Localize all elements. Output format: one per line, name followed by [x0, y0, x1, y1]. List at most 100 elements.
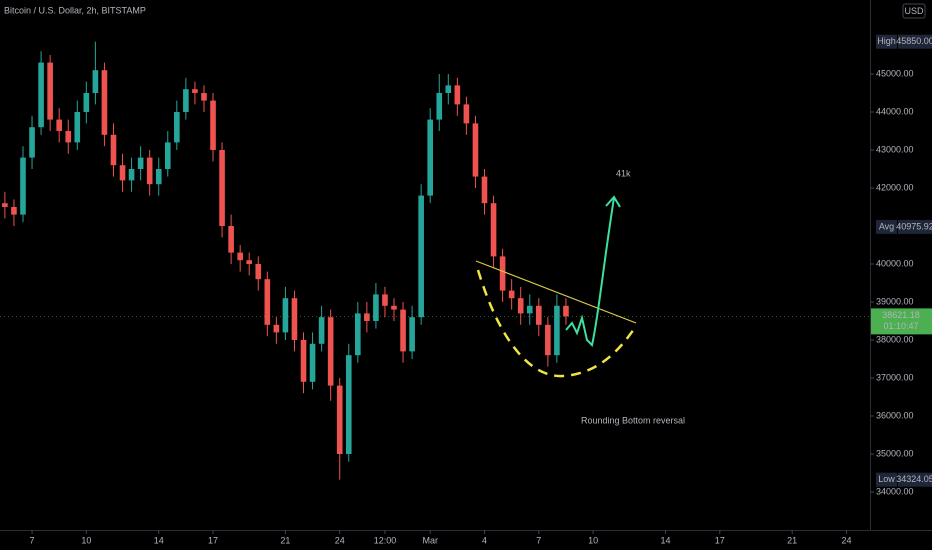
- x-tick-label: 24: [335, 535, 345, 545]
- candle-body: [92, 70, 99, 93]
- trend-line: [475, 260, 637, 324]
- y-tick-label: 35000.00: [876, 448, 914, 458]
- last-price-label: 38621.18: [882, 310, 920, 320]
- candle-body: [545, 324, 551, 356]
- y-tick-label: 34000.00: [876, 486, 914, 496]
- y-tick-label: 42000.00: [876, 182, 914, 192]
- projection-arrow: [565, 197, 615, 347]
- candle-body: [418, 195, 424, 318]
- x-tick-label: 14: [660, 535, 670, 545]
- marker-value: 34324.05: [896, 474, 932, 484]
- x-tick-label: 17: [208, 535, 218, 545]
- candle-body: [201, 92, 207, 101]
- candle-body: [427, 119, 434, 196]
- marker-tag-bg: [876, 219, 897, 234]
- countdown-label: 01:10:47: [883, 321, 918, 331]
- candle-body: [137, 157, 144, 169]
- candle-body: [282, 298, 289, 333]
- candle-body: [400, 309, 406, 352]
- annotation: 41k: [616, 168, 631, 178]
- candle-body: [563, 305, 569, 317]
- candle-body: [228, 225, 234, 253]
- y-tick-label: 43000.00: [876, 144, 914, 154]
- marker-name: Low: [878, 474, 895, 484]
- marker-value-bg: [898, 34, 932, 49]
- currency-label[interactable]: USD: [904, 6, 924, 16]
- candle-body: [409, 317, 415, 352]
- candle-body: [535, 305, 542, 325]
- arrow-head: [605, 195, 621, 208]
- plot-area: [2, 41, 569, 480]
- marker-tag-bg: [876, 34, 897, 49]
- y-tick-label: 45000.00: [876, 68, 914, 78]
- candle-body: [65, 130, 72, 143]
- candle-body: [47, 62, 53, 120]
- candle-body: [490, 203, 497, 257]
- candle-body: [11, 206, 17, 215]
- candle-body: [436, 92, 443, 120]
- candle-body: [255, 263, 262, 280]
- candle-body: [237, 252, 243, 261]
- marker-value-bg: [898, 219, 932, 234]
- x-tick-label: 21: [280, 535, 290, 545]
- currency-button[interactable]: [902, 3, 926, 19]
- x-tick-label: 7: [30, 535, 35, 545]
- marker-name: Avg: [879, 221, 894, 231]
- candle-body: [155, 168, 162, 185]
- x-tick-label: 12:00: [374, 535, 397, 545]
- y-tick-label: 40000.00: [876, 258, 914, 268]
- candle-body: [554, 305, 560, 356]
- x-tick-label: 14: [154, 535, 164, 545]
- candle-body: [373, 294, 379, 321]
- candle-body: [174, 111, 180, 143]
- x-tick-label: 21: [787, 535, 797, 545]
- candle-body: [327, 317, 334, 386]
- rounding-arc: [476, 269, 638, 378]
- candle-body: [164, 142, 171, 169]
- candle-body: [382, 294, 388, 306]
- candle-body: [20, 157, 26, 215]
- candle-body: [2, 203, 8, 207]
- x-tick-label: Mar: [422, 535, 438, 545]
- candle-body: [101, 70, 108, 135]
- candle-body: [472, 123, 479, 177]
- y-tick-label: 37000.00: [876, 372, 914, 382]
- candle-body: [146, 157, 153, 185]
- candle-body: [74, 111, 81, 143]
- candle-body: [454, 85, 461, 105]
- candle-body: [38, 62, 44, 128]
- candle-body: [264, 279, 271, 325]
- candle-body: [355, 313, 361, 356]
- annotation: Rounding Bottom reversal: [581, 415, 685, 425]
- x-tick-label: 7: [536, 535, 541, 545]
- marker-value: 40975.92: [896, 221, 932, 231]
- marker-name: High: [877, 36, 896, 46]
- y-tick-label: 44000.00: [876, 106, 914, 116]
- candle-body: [210, 100, 216, 150]
- candle-body: [246, 260, 253, 264]
- marker-value: 45850.00: [896, 36, 932, 46]
- candle-body: [517, 298, 524, 314]
- candle-body: [192, 89, 198, 93]
- y-tick-label: 39000.00: [876, 296, 914, 306]
- candle-body: [56, 119, 62, 131]
- candle-body: [29, 127, 35, 158]
- candle-body: [336, 385, 343, 454]
- candle-body: [445, 85, 452, 93]
- x-tick-label: 10: [81, 535, 91, 545]
- candle-body: [318, 317, 325, 344]
- candle-body: [309, 343, 316, 382]
- x-tick-label: 4: [482, 535, 487, 545]
- candle-body: [345, 355, 352, 454]
- candle-body: [481, 176, 488, 204]
- candle-body: [273, 324, 280, 333]
- candle-body: [300, 339, 307, 382]
- candle-body: [526, 305, 533, 314]
- chart-title: Bitcoin / U.S. Dollar, 2h, BITSTAMP: [4, 5, 146, 15]
- candle-body: [391, 305, 397, 310]
- candle-body: [463, 104, 470, 124]
- marker-value-bg: [898, 472, 932, 487]
